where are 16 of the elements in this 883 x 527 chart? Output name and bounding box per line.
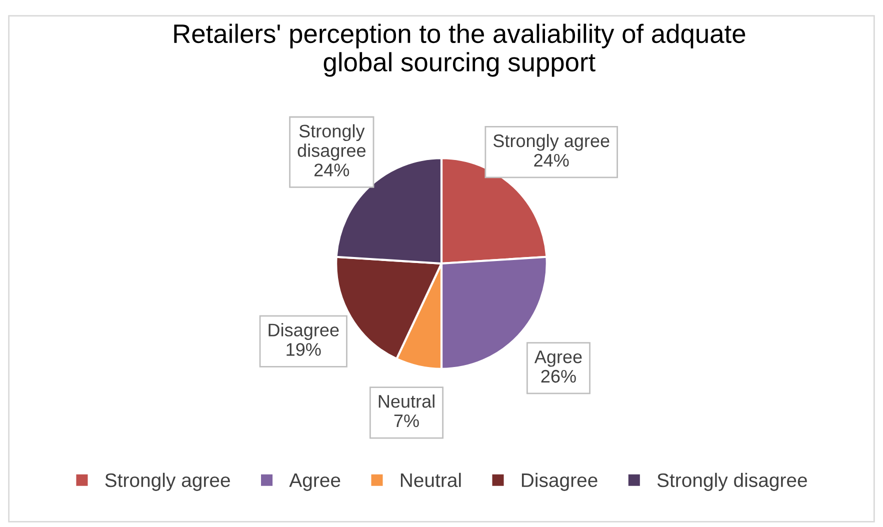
legend-label: Disagree bbox=[522, 472, 598, 491]
slice-label: Strongly agree bbox=[493, 134, 610, 151]
legend-label: Neutral bbox=[400, 472, 461, 488]
data-label: 7% bbox=[394, 414, 419, 428]
legend-label: Strongly agree bbox=[105, 472, 230, 491]
data-label: 24% bbox=[314, 164, 350, 176]
data-label: 24% bbox=[534, 154, 569, 167]
slice-label: Agree bbox=[534, 350, 582, 367]
slice-label: Neutral bbox=[378, 394, 434, 408]
data-label: 26% bbox=[541, 370, 576, 383]
slice-label: Strongly disagree bbox=[298, 124, 366, 161]
slice-label: Disagree bbox=[268, 323, 339, 340]
chart-title: Retailers' perception to the avaliability of adquate global sourcing support bbox=[174, 24, 746, 77]
legend-label: Agree bbox=[289, 474, 340, 491]
data-label: 19% bbox=[286, 343, 321, 356]
legend-label: Strongly disagree bbox=[657, 472, 807, 491]
